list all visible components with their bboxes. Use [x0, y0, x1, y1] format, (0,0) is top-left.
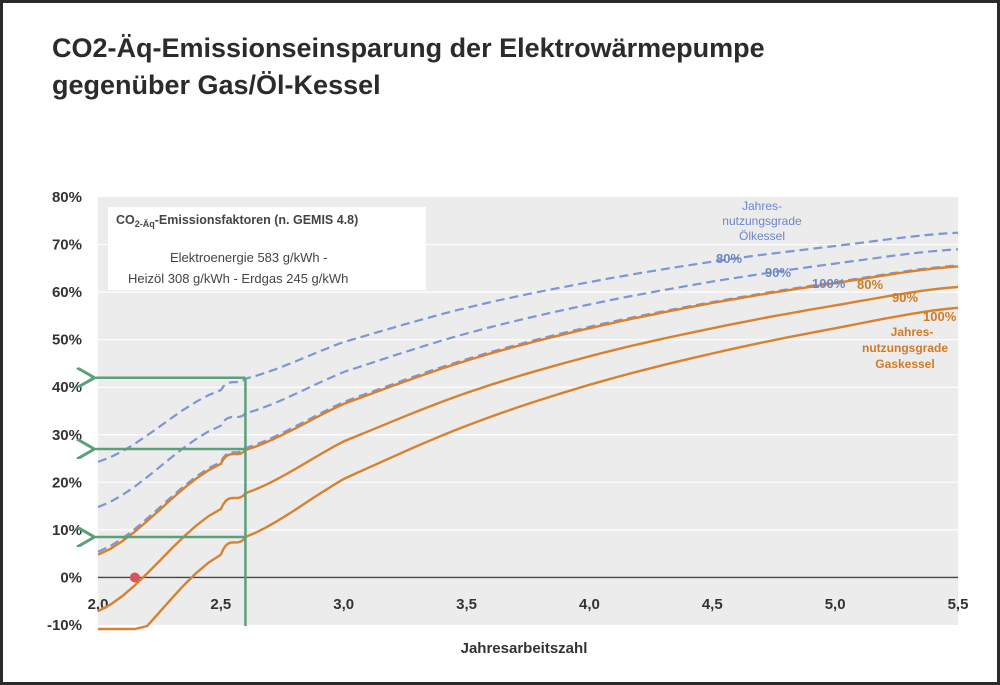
gas-100-label: 100% — [923, 309, 957, 324]
gas-90-label: 90% — [892, 290, 918, 305]
gas-group-label-line-2: nutzungsgrade — [862, 341, 948, 355]
oil-100-label: 100% — [812, 276, 846, 291]
legend-title-main: CO — [116, 213, 135, 227]
oil-group-label: Jahres- nutzungsgrade Ölkessel — [722, 199, 802, 243]
y-tick-label: 70% — [52, 237, 82, 254]
x-tick-label: 4,5 — [702, 596, 723, 613]
legend-line-1: Elektroenergie 583 g/kWh - — [170, 250, 328, 265]
x-tick-label: 5,5 — [948, 596, 969, 613]
y-tick-label: 20% — [52, 474, 82, 491]
x-tick-label: 2,5 — [210, 596, 231, 613]
y-tick-label: 60% — [52, 284, 82, 301]
series-lines — [97, 231, 959, 631]
title-line-2: gegenüber Gas/Öl-Kessel — [52, 70, 381, 100]
oil-group-label-line-1: Jahres- — [742, 199, 782, 213]
x-tick-label: 4,0 — [579, 596, 600, 613]
series-line-gas-90 — [97, 285, 959, 613]
x-tick-label: 5,0 — [825, 596, 846, 613]
x-tick-label: 3,0 — [333, 596, 354, 613]
reference-lines — [92, 378, 247, 626]
y-tick-label: 10% — [52, 522, 82, 539]
legend: CO2-Äq-Emissionsfaktoren (n. GEMIS 4.8) … — [108, 207, 426, 290]
legend-title-sub: 2-Äq — [135, 219, 155, 229]
x-tick-label: 3,5 — [456, 596, 477, 613]
y-tick-label: 50% — [52, 332, 82, 349]
legend-box — [108, 207, 426, 290]
oil-group-label-line-2: nutzungsgrade — [722, 214, 802, 228]
zero-crossing-marker — [129, 572, 140, 583]
title-line-1: CO2-Äq-Emissionseinsparung der Elektrowä… — [52, 33, 765, 63]
gas-group-label: Jahres- nutzungsgrade Gaskessel — [862, 325, 948, 371]
gas-group-label-line-1: Jahres- — [891, 325, 934, 339]
series-line-gas-100 — [98, 306, 959, 631]
series-line-gas-80 — [97, 265, 959, 556]
y-tick-labels: 80% 70% 60% 50% 40% 30% 20% 10% 0% -10% — [47, 189, 82, 634]
series-line-oil-80 — [97, 231, 959, 463]
x-axis-label: Jahresarbeitszahl — [461, 640, 588, 657]
oil-90-label: 90% — [765, 265, 791, 280]
y-tick-label: -10% — [47, 617, 82, 634]
legend-line-2: Heizöl 308 g/kWh - Erdgas 245 g/kWh — [128, 271, 348, 286]
series-line-oil-90 — [97, 248, 959, 509]
y-tick-label: 80% — [52, 189, 82, 206]
page-title: CO2-Äq-Emissionseinsparung der Elektrowä… — [52, 30, 952, 104]
y-tick-label: 40% — [52, 379, 82, 396]
legend-title: CO2-Äq-Emissionsfaktoren (n. GEMIS 4.8) — [116, 213, 358, 229]
oil-80-label: 80% — [716, 251, 742, 266]
gas-group-label-line-3: Gaskessel — [875, 357, 934, 371]
y-tick-label: 30% — [52, 427, 82, 444]
y-tick-label: 0% — [60, 569, 82, 586]
oil-group-label-line-3: Ölkessel — [739, 229, 785, 243]
gas-80-label: 80% — [857, 277, 883, 292]
legend-title-rest: -Emissionsfaktoren (n. GEMIS 4.8) — [155, 213, 359, 227]
